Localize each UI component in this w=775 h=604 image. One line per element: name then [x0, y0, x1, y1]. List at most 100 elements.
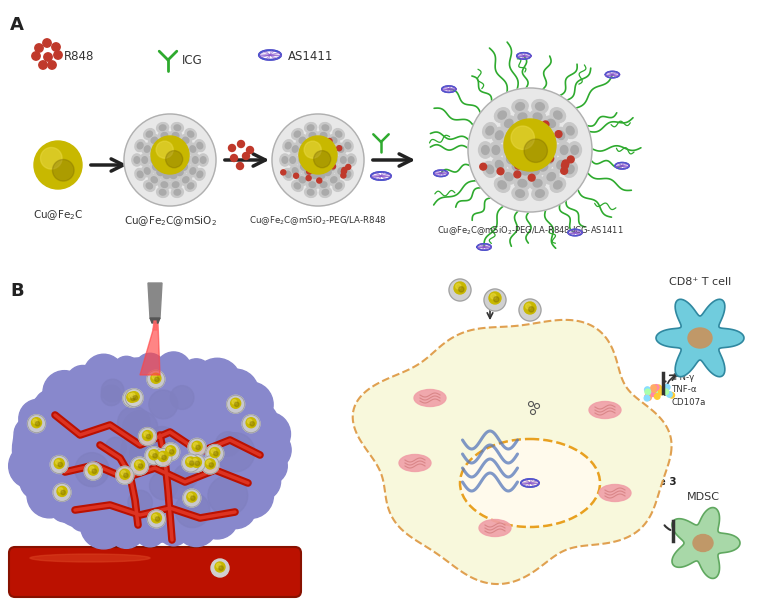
Ellipse shape [137, 171, 143, 178]
Ellipse shape [311, 141, 318, 147]
Circle shape [514, 171, 521, 178]
Ellipse shape [315, 170, 328, 181]
Ellipse shape [288, 154, 298, 166]
Circle shape [196, 497, 238, 539]
Ellipse shape [177, 170, 183, 176]
Polygon shape [140, 323, 160, 375]
Circle shape [39, 61, 47, 69]
Circle shape [468, 88, 592, 212]
Circle shape [149, 450, 159, 460]
Ellipse shape [494, 108, 510, 123]
Circle shape [44, 53, 52, 61]
Circle shape [215, 432, 240, 456]
Ellipse shape [320, 182, 327, 187]
Text: B: B [10, 282, 23, 300]
Circle shape [644, 396, 649, 401]
Circle shape [120, 469, 130, 479]
Circle shape [651, 385, 656, 391]
Ellipse shape [343, 140, 353, 152]
Ellipse shape [336, 143, 346, 155]
Circle shape [645, 389, 650, 394]
Ellipse shape [174, 167, 186, 178]
Circle shape [242, 415, 260, 432]
Circle shape [205, 459, 215, 469]
Ellipse shape [327, 147, 338, 159]
Circle shape [247, 419, 252, 423]
Text: Cu@Fe$_2$C@mSiO$_2$-PEG/LA-R848: Cu@Fe$_2$C@mSiO$_2$-PEG/LA-R848 [250, 214, 387, 226]
Text: ·OH: ·OH [567, 400, 585, 410]
Circle shape [228, 473, 274, 518]
Circle shape [307, 169, 312, 174]
Ellipse shape [328, 135, 339, 146]
Circle shape [188, 439, 206, 456]
Ellipse shape [290, 165, 301, 177]
Ellipse shape [160, 125, 166, 130]
Ellipse shape [192, 156, 198, 163]
Circle shape [228, 382, 273, 427]
Text: I$\kappa$B$\alpha$: I$\kappa$B$\alpha$ [441, 430, 469, 442]
Circle shape [211, 559, 229, 577]
Ellipse shape [509, 126, 524, 140]
Ellipse shape [543, 116, 559, 130]
Circle shape [126, 389, 143, 406]
Circle shape [315, 164, 319, 169]
Circle shape [43, 39, 51, 47]
Ellipse shape [527, 164, 543, 178]
Ellipse shape [567, 126, 574, 135]
Circle shape [666, 391, 672, 397]
Ellipse shape [536, 190, 544, 198]
Circle shape [504, 119, 556, 171]
Ellipse shape [154, 142, 166, 153]
Circle shape [61, 490, 65, 495]
Circle shape [449, 279, 471, 301]
Circle shape [121, 471, 126, 475]
Ellipse shape [306, 130, 319, 141]
Ellipse shape [144, 168, 150, 174]
Circle shape [136, 461, 140, 466]
Circle shape [237, 141, 244, 147]
Ellipse shape [160, 139, 173, 149]
Ellipse shape [495, 131, 503, 140]
Circle shape [525, 155, 532, 162]
Ellipse shape [294, 183, 301, 189]
Circle shape [194, 358, 241, 405]
Circle shape [231, 398, 241, 408]
Circle shape [541, 151, 548, 158]
Circle shape [212, 369, 259, 415]
Circle shape [153, 514, 157, 519]
Circle shape [327, 138, 332, 144]
Ellipse shape [343, 169, 353, 180]
Ellipse shape [545, 142, 559, 158]
Ellipse shape [599, 484, 631, 501]
Ellipse shape [571, 146, 578, 155]
Circle shape [654, 394, 660, 399]
Circle shape [75, 452, 109, 487]
Text: PARP
Caspase 3: PARP Caspase 3 [617, 465, 677, 487]
Ellipse shape [179, 147, 190, 159]
Circle shape [191, 496, 195, 500]
Ellipse shape [177, 144, 183, 150]
Text: Cu@Fe$_2$C: Cu@Fe$_2$C [33, 208, 83, 222]
Text: NF-κB: NF-κB [506, 475, 543, 485]
Ellipse shape [336, 183, 342, 189]
Ellipse shape [550, 178, 566, 192]
Circle shape [81, 503, 127, 549]
Circle shape [652, 387, 657, 392]
Circle shape [20, 463, 57, 500]
Ellipse shape [486, 165, 494, 174]
Ellipse shape [543, 169, 559, 184]
Circle shape [214, 451, 218, 456]
Ellipse shape [336, 165, 346, 177]
Text: Cu@Fe$_2$C@mSiO$_2$-PEG/LA-R848-ICG-AS1411: Cu@Fe$_2$C@mSiO$_2$-PEG/LA-R848-ICG-AS14… [437, 224, 623, 237]
Ellipse shape [318, 130, 329, 141]
Circle shape [166, 446, 176, 456]
Ellipse shape [311, 173, 318, 179]
Ellipse shape [171, 187, 184, 198]
Ellipse shape [282, 156, 288, 163]
Circle shape [32, 418, 42, 428]
Ellipse shape [149, 175, 160, 185]
Circle shape [249, 405, 275, 432]
Ellipse shape [137, 143, 143, 149]
Ellipse shape [180, 135, 191, 146]
Circle shape [454, 282, 466, 294]
